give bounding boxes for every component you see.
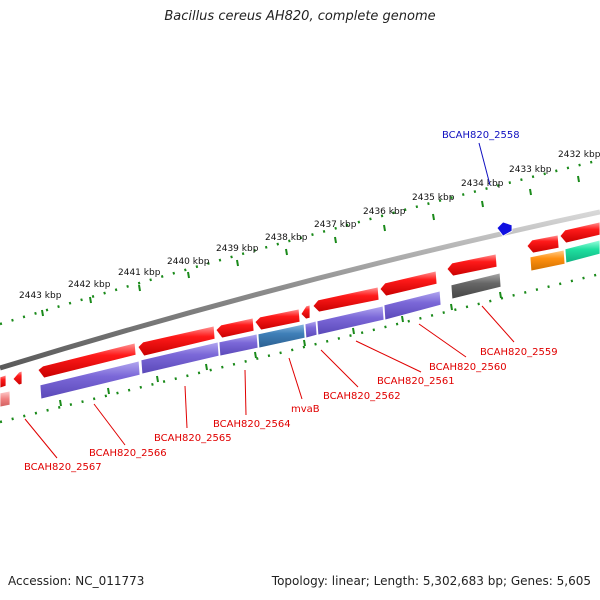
gene-arrow-bcah820-2562[interactable] bbox=[312, 286, 380, 313]
topology-label: Topology: bbox=[271, 574, 328, 588]
cog-bar bbox=[218, 333, 259, 357]
gene-arrow-mvab[interactable] bbox=[254, 308, 301, 331]
gene-arrow[interactable] bbox=[12, 370, 23, 386]
gene-label-mvab: mvaB bbox=[291, 404, 320, 415]
cds-track[interactable] bbox=[0, 221, 600, 389]
gene-label-bcah820-2567: BCAH820_2567 bbox=[24, 462, 102, 473]
gene-label-bcah820-2562: BCAH820_2562 bbox=[323, 391, 401, 402]
accession-label: Accession: bbox=[8, 574, 72, 588]
tick-label: 2439 kbp bbox=[216, 244, 259, 254]
gene-arrow[interactable] bbox=[0, 374, 7, 389]
tick-label: 2442 kbp bbox=[68, 280, 111, 290]
cog-bar bbox=[257, 323, 306, 349]
gene-label-bcah820-2564: BCAH820_2564 bbox=[213, 419, 291, 430]
length-label: Length: bbox=[373, 574, 420, 588]
tick-label: 2434 kbp bbox=[461, 179, 504, 189]
gene-label-bcah820-2565: BCAH820_2565 bbox=[154, 433, 232, 444]
scale-track-outer bbox=[0, 158, 600, 326]
cog-bar bbox=[383, 290, 442, 321]
accession-info: Accession: NC_011773 bbox=[8, 574, 144, 588]
accession-value: NC_011773 bbox=[75, 574, 145, 588]
gene-arrow-bcah820-2565[interactable] bbox=[137, 325, 216, 357]
scale-tick-labels: 2443 kbp 2442 kbp 2441 kbp 2440 kbp 2439… bbox=[19, 150, 600, 301]
gene-arrow[interactable] bbox=[559, 221, 600, 244]
gene-label-bcah820-2558: BCAH820_2558 bbox=[442, 130, 520, 141]
cog-bar bbox=[39, 360, 141, 400]
tick-label: 2437 kbp bbox=[314, 220, 357, 230]
tick-label: 2443 kbp bbox=[19, 291, 62, 301]
cog-bar bbox=[140, 341, 220, 375]
tick-label: 2433 kbp bbox=[509, 165, 552, 175]
gene-arrow[interactable] bbox=[526, 234, 560, 254]
tick-label: 2440 kbp bbox=[167, 257, 210, 267]
cog-bar bbox=[529, 249, 566, 272]
gene-arrow-bcah820-2566[interactable] bbox=[37, 342, 137, 379]
cog-bar bbox=[450, 272, 502, 300]
gene-arrow-bcah820-2561[interactable] bbox=[379, 270, 438, 297]
cog-bar bbox=[304, 320, 318, 339]
cog-track bbox=[0, 239, 600, 408]
gene-label-bcah820-2561: BCAH820_2561 bbox=[377, 376, 455, 387]
gene-arrow-bcah820-2560[interactable] bbox=[446, 253, 498, 277]
cog-bar bbox=[316, 305, 385, 336]
gene-label-bcah820-2560: BCAH820_2560 bbox=[429, 362, 507, 373]
gene-arrow-bcah820-2564[interactable] bbox=[215, 317, 255, 339]
tick-label: 2435 kbp bbox=[412, 193, 455, 203]
gene-arrow[interactable] bbox=[300, 304, 311, 320]
topology-value: linear bbox=[331, 574, 366, 588]
scale-inner-ticks bbox=[59, 291, 502, 407]
label-leaders bbox=[24, 142, 515, 459]
gene-label-bcah820-2559: BCAH820_2559 bbox=[480, 347, 558, 358]
page-title: Bacillus cereus AH820, complete genome bbox=[164, 9, 436, 24]
genome-backbone bbox=[0, 209, 600, 371]
tick-label: 2436 kbp bbox=[363, 207, 406, 217]
tick-label: 2432 kbp bbox=[558, 150, 600, 160]
length-value: 5,302,683 bp bbox=[422, 574, 503, 588]
scale-major-ticks bbox=[41, 175, 580, 317]
cog-bar bbox=[564, 239, 600, 264]
genes-label: Genes: bbox=[510, 574, 553, 588]
gene-arrow-bcah820-2558[interactable] bbox=[496, 221, 513, 237]
tick-label: 2438 kbp bbox=[265, 233, 308, 243]
genes-value: 5,605 bbox=[556, 574, 591, 588]
gene-label-bcah820-2566: BCAH820_2566 bbox=[89, 448, 167, 459]
gene-labels: BCAH820_2567 BCAH820_2566 BCAH820_2565 B… bbox=[24, 130, 558, 473]
tick-label: 2441 kbp bbox=[118, 268, 161, 278]
cog-bar bbox=[0, 390, 11, 408]
genome-stats: Topology: linear; Length: 5,302,683 bp; … bbox=[271, 574, 591, 588]
